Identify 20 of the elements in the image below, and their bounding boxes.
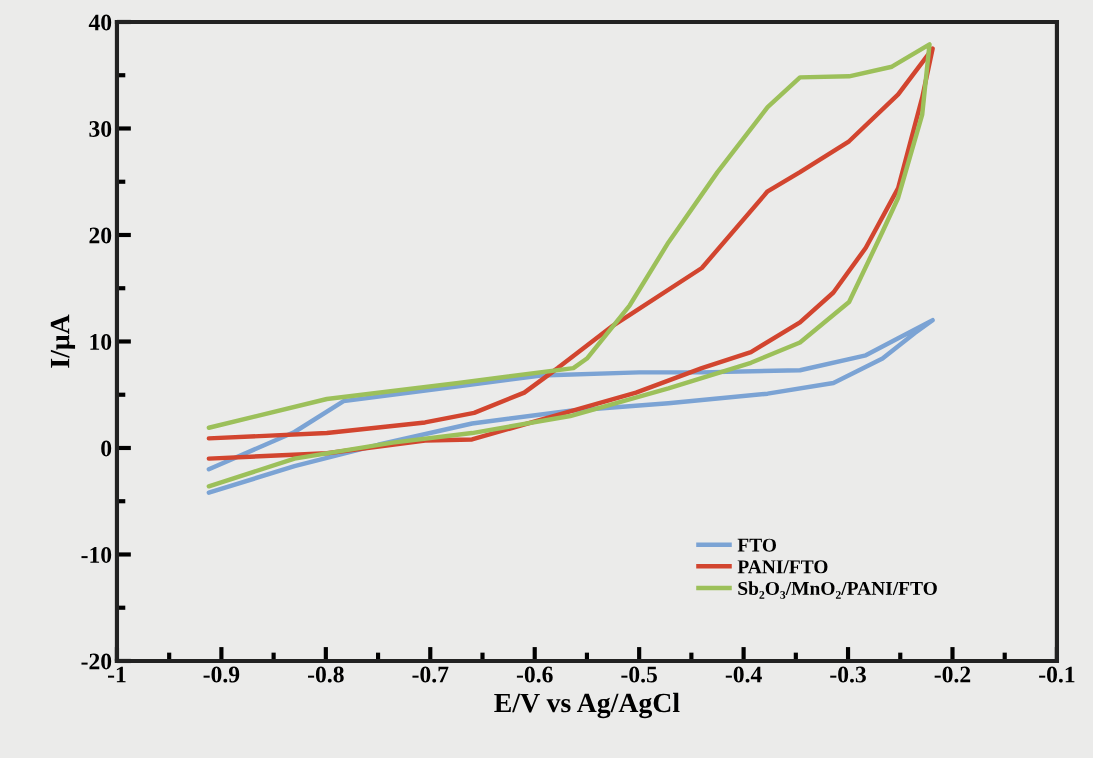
y-tick-label: 10 [90,333,112,350]
x-tick-label: -0.4 [725,666,762,683]
x-axis-title: E/V vs Ag/AgCl [494,692,680,719]
x-tick-label: -0.2 [934,666,971,683]
y-tick-label: 40 [88,14,112,31]
x-tick-label: -0.7 [412,666,449,683]
legend-label: FTO [737,538,777,552]
y-tick-label: 30 [89,120,112,137]
x-tick-label: -0.6 [516,666,553,683]
y-axis-title: I/μA [50,314,76,368]
y-tick-label: 0 [101,440,112,457]
x-tick-label: -0.5 [621,666,657,683]
x-tick-label: -0.9 [203,666,240,683]
legend-label: PANI/FTO [737,560,828,574]
x-tick-label: -0.3 [830,666,866,683]
y-tick-label: 20 [89,227,112,244]
y-tick-label: -10 [81,546,112,563]
legend-label: Sb₂O₃/MnO₂/PANI/FTO [738,581,937,599]
x-tick-label: -0.8 [308,666,344,683]
x-tick-label: -0.1 [1039,666,1075,683]
